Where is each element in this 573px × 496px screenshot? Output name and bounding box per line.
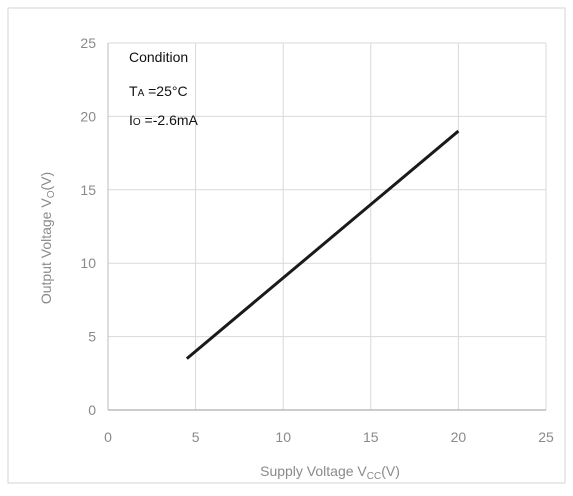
condition-temperature: TA =25°C [129,83,188,99]
series-line-0 [185,129,460,360]
condition-current: IO =-2.6mA [129,112,199,128]
x-tick-label-20: 20 [451,429,467,445]
x-tick-label-10: 10 [275,429,291,445]
x-tick-label-5: 5 [192,429,200,445]
y-tick-label-0: 0 [88,402,96,418]
y-tick-label-25: 25 [80,35,96,51]
y-tick-label-10: 10 [80,255,96,271]
x-axis-title: Supply Voltage VCC(V) [260,463,400,482]
y-tick-label-15: 15 [80,182,96,198]
condition-annotation: Condition TA =25°C IO =-2.6mA [129,49,199,128]
x-tick-label-15: 15 [363,429,379,445]
condition-heading: Condition [129,49,188,65]
grid [108,42,547,410]
y-axis-title: Output Voltage VO(V) [38,172,57,304]
series [185,129,460,360]
x-tick-label-25: 25 [538,429,554,445]
y-tick-label-20: 20 [80,108,96,124]
y-tick-label-5: 5 [88,329,96,345]
x-tick-label-0: 0 [104,429,112,445]
axes [107,43,546,411]
chart-frame [7,7,566,484]
tick-labels: 0 5 10 15 20 25 0 5 10 15 20 25 [80,35,554,445]
